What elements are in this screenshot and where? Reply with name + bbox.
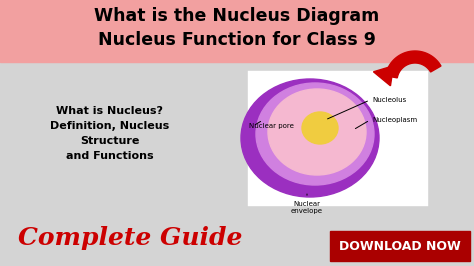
Text: Definition, Nucleus: Definition, Nucleus (50, 121, 170, 131)
Bar (248, 71, 428, 206)
Text: Complete Guide: Complete Guide (18, 226, 242, 250)
Text: and Functions: and Functions (66, 151, 154, 161)
Text: What is Nucleus?: What is Nucleus? (56, 106, 164, 116)
Ellipse shape (302, 112, 338, 144)
Text: Nuclear
envelope: Nuclear envelope (291, 201, 323, 214)
Polygon shape (374, 66, 393, 86)
Text: What is the Nucleus Diagram: What is the Nucleus Diagram (94, 7, 380, 25)
Ellipse shape (256, 83, 374, 185)
Text: DOWNLOAD NOW: DOWNLOAD NOW (339, 239, 461, 252)
Bar (0, 0, 474, 62)
Ellipse shape (268, 89, 366, 175)
Text: Nuclear pore: Nuclear pore (249, 123, 294, 129)
Bar (330, 231, 470, 261)
Polygon shape (385, 51, 441, 78)
Text: Structure: Structure (80, 136, 140, 146)
Text: Nucleoplasm: Nucleoplasm (372, 117, 417, 123)
Ellipse shape (241, 79, 379, 197)
Text: Nucleolus: Nucleolus (372, 97, 406, 103)
Text: Nucleus Function for Class 9: Nucleus Function for Class 9 (98, 31, 376, 49)
